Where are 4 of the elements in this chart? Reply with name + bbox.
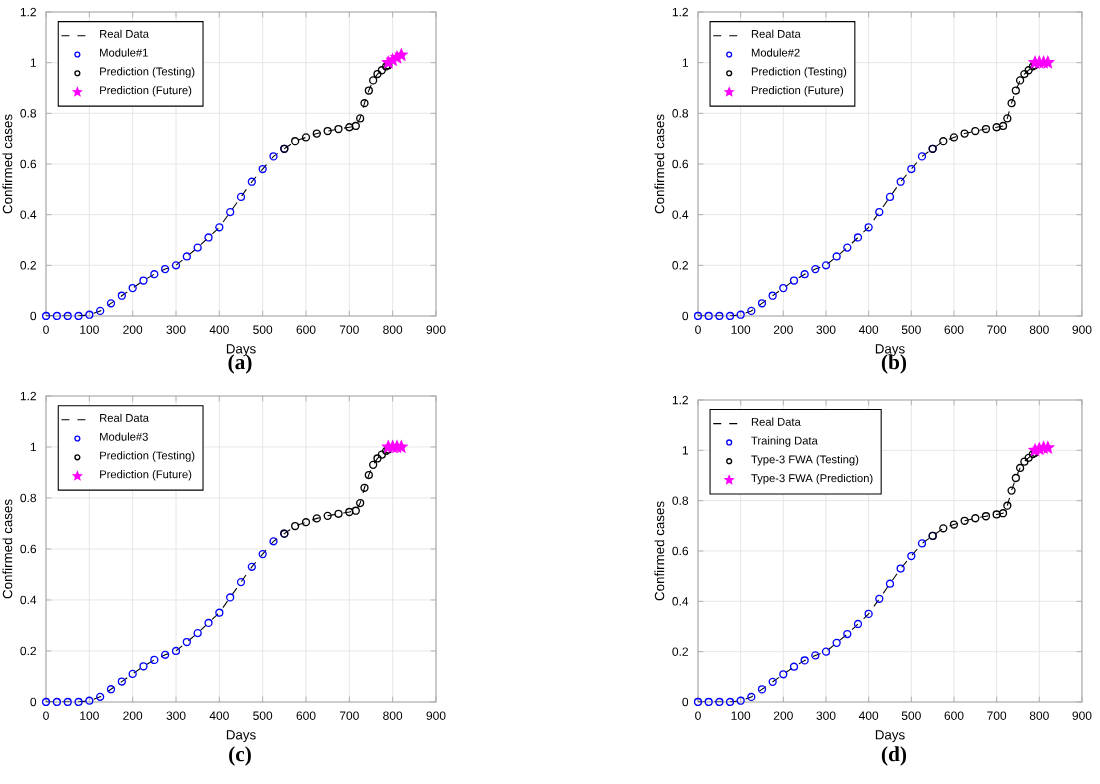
text: (c) (229, 746, 251, 766)
text: (a) (228, 354, 252, 374)
text: (b) (881, 354, 907, 374)
text: (d) (881, 746, 907, 766)
